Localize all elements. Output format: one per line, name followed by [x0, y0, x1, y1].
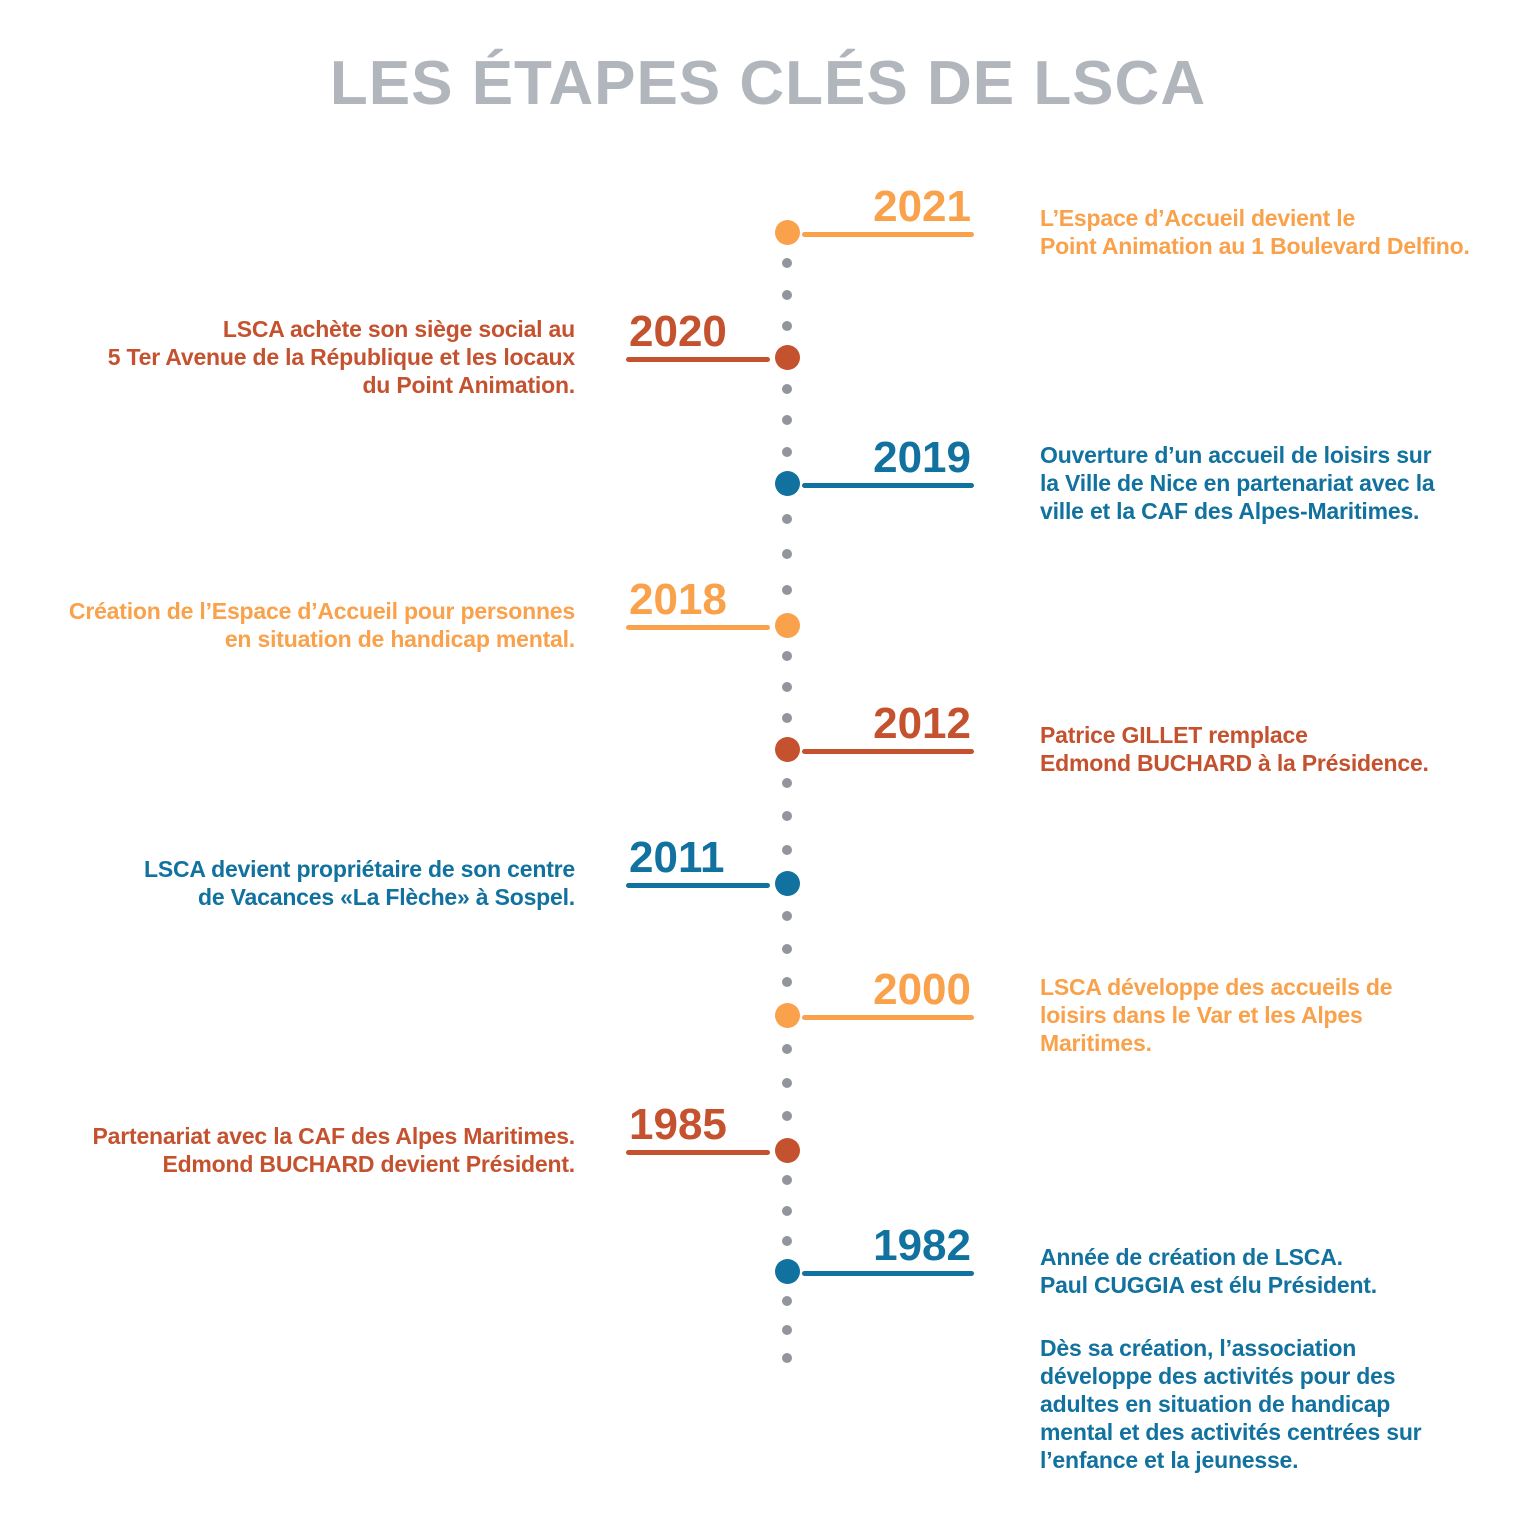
event-dot-1985: [774, 1137, 800, 1163]
timeline-dot: [782, 1077, 792, 1088]
timeline-dot: [782, 1175, 792, 1186]
year-underline: [626, 883, 770, 888]
timeline-dot: [782, 513, 792, 524]
event-description-2000: LSCA développe des accueils de loisirs d…: [1040, 974, 1393, 1056]
year-label: 2011: [629, 833, 725, 882]
page-title: LES ÉTAPES CLÉS DE LSCA: [329, 49, 1207, 118]
event-dot-2000: [774, 1002, 800, 1028]
event-year-2020: 2020: [626, 310, 770, 362]
timeline-dot: [782, 944, 792, 954]
timeline-dot: [782, 777, 792, 788]
event-description-1985: Partenariat avec la CAF des Alpes Mariti…: [92, 1123, 576, 1177]
event-year-2021: 2021: [802, 185, 974, 237]
timeline-dot: [782, 977, 792, 987]
timeline-dot: [782, 682, 792, 692]
event-description-2012: Patrice GILLET remplace Edmond BUCHARD à…: [1040, 722, 1429, 776]
event-year-2011: 2011: [626, 836, 770, 888]
event-description-2019: Ouverture d’un accueil de loisirs sur la…: [1040, 442, 1435, 524]
event-dot-2018: [774, 612, 800, 638]
timeline-dot: [782, 1235, 792, 1246]
timeline-dot: [782, 1353, 792, 1363]
year-underline: [626, 1150, 770, 1155]
year-label: 2019: [873, 433, 971, 482]
timeline-dot: [782, 844, 792, 855]
event-dot-2019: [774, 470, 800, 496]
timeline-dot: [782, 1043, 792, 1054]
timeline-dot: [782, 651, 792, 661]
year-label: 2000: [873, 965, 971, 1014]
year-underline: [802, 232, 974, 237]
year-label: 1985: [629, 1100, 727, 1149]
timeline-dot: [782, 383, 792, 394]
timeline-dot: [782, 320, 792, 331]
year-label: 1982: [873, 1221, 971, 1270]
event-description-2020: LSCA achète son siège social au 5 Ter Av…: [107, 316, 576, 398]
year-label: 2020: [629, 307, 727, 356]
year-underline: [802, 1015, 974, 1020]
event-description-2018: Création de l’Espace d’Accueil pour pers…: [68, 598, 575, 652]
year-underline: [626, 357, 770, 362]
closing-note: Dès sa création, l’association développe…: [1040, 1335, 1422, 1473]
event-year-1982: 1982: [802, 1224, 974, 1276]
event-dot-2011: [774, 870, 800, 896]
timeline-dot: [782, 811, 792, 821]
year-underline: [626, 625, 770, 630]
timeline-dot: [782, 1325, 792, 1335]
event-year-2000: 2000: [802, 968, 974, 1020]
event-dot-2021: [774, 219, 800, 245]
timeline-dot: [782, 446, 792, 457]
event-description-2011: LSCA devient propriétaire de son centre …: [143, 856, 575, 910]
event-year-2012: 2012: [802, 702, 974, 754]
timeline-dot: [782, 713, 792, 723]
year-underline: [802, 483, 974, 488]
event-description-2021: L’Espace d’Accueil devient le Point Anim…: [1040, 205, 1470, 259]
timeline-dot: [782, 1111, 792, 1122]
event-dot-2012: [774, 736, 800, 762]
timeline-dot: [782, 911, 792, 921]
year-label: 2018: [629, 575, 727, 624]
year-underline: [802, 1271, 974, 1276]
event-dot-1982: [774, 1258, 800, 1284]
event-year-2018: 2018: [626, 578, 770, 630]
event-dot-2020: [774, 344, 800, 370]
timeline-dot: [782, 258, 792, 269]
timeline-dot: [782, 415, 792, 425]
year-label: 2012: [873, 699, 971, 748]
year-label: 2021: [873, 182, 971, 231]
year-underline: [802, 749, 974, 754]
timeline-dot: [782, 1205, 792, 1216]
event-description-1982: Année de création de LSCA. Paul CUGGIA e…: [1040, 1244, 1377, 1298]
timeline-dot: [782, 584, 792, 595]
timeline-dot: [782, 1296, 792, 1306]
event-year-1985: 1985: [626, 1103, 770, 1155]
timeline-dot: [782, 289, 792, 300]
timeline-dot: [782, 549, 792, 559]
event-year-2019: 2019: [802, 436, 974, 488]
